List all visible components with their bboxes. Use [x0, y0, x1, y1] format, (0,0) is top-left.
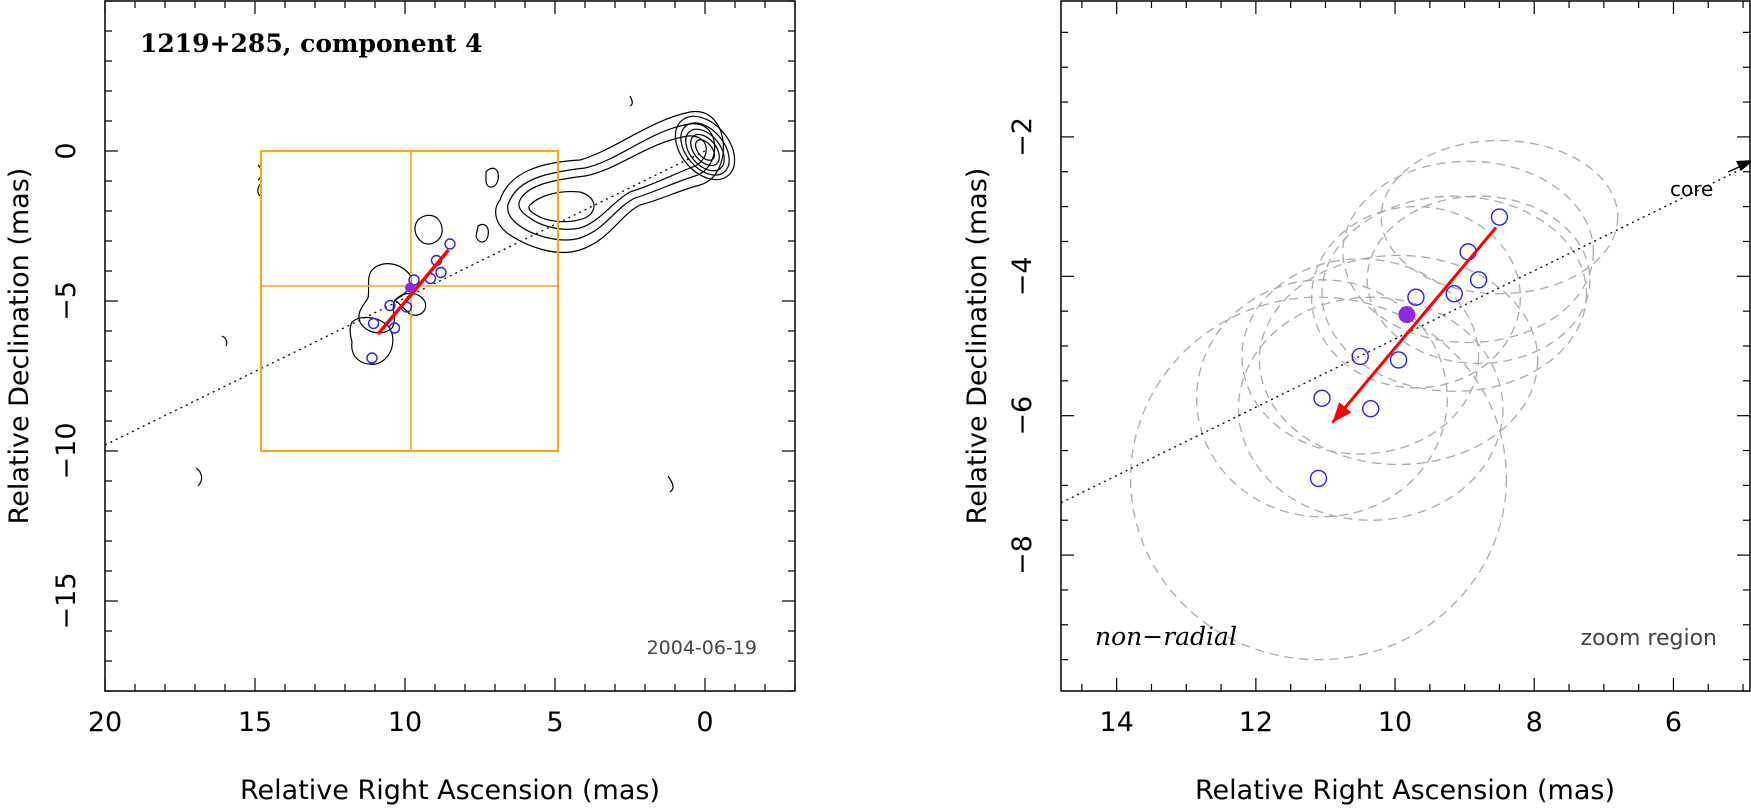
plot-frame	[104, 0, 796, 692]
y-axis-label: Relative Declination (mas)	[4, 168, 35, 525]
x-tick-label: 10	[388, 707, 422, 738]
motion-vector	[1331, 226, 1498, 424]
y-tick-label: −10	[51, 423, 82, 480]
component-point	[1351, 347, 1369, 366]
motion-type-label: non−radial	[1095, 622, 1237, 651]
component-size-ellipse	[1237, 296, 1504, 521]
axis-ticks	[104, 0, 796, 692]
component-point	[388, 322, 401, 334]
y-tick-label: −5	[51, 281, 82, 321]
component-size-ellipse	[1380, 139, 1619, 295]
y-tick-label: −8	[1007, 535, 1038, 575]
ridge-line-segment	[1060, 167, 1744, 504]
y-tick-label: 0	[51, 142, 82, 159]
ridge-line	[1060, 167, 1744, 504]
component-point	[1362, 400, 1380, 418]
component-point	[1309, 469, 1328, 488]
y-tick-label: −15	[51, 573, 82, 630]
y-tick-label: −2	[1007, 117, 1038, 157]
x-tick-label: 5	[546, 707, 563, 738]
component-point	[1445, 285, 1463, 303]
y-tick-label: −6	[1007, 396, 1038, 436]
tick-labels: 20 15 10 5 0 0 −5 −10 −15	[51, 142, 714, 738]
date-label: 2004-06-19	[647, 637, 757, 659]
x-tick-label: 20	[88, 707, 122, 738]
component-size-ellipse	[1321, 195, 1588, 392]
component-point	[384, 299, 396, 312]
component-point	[366, 352, 378, 364]
y-axis-label: Relative Declination (mas)	[962, 168, 993, 525]
x-tick-label: 12	[1239, 707, 1273, 738]
component-point	[1313, 389, 1331, 407]
zoom-region-label: zoom region	[1581, 626, 1717, 651]
x-tick-label: 0	[696, 707, 713, 738]
zoom-box	[259, 149, 560, 453]
chart-title: 1219+285, component 4	[140, 29, 483, 58]
x-axis-label: Relative Right Ascension (mas)	[240, 775, 660, 806]
component-size-ellipse	[1129, 296, 1508, 661]
x-tick-label: 6	[1665, 707, 1682, 738]
mean-position	[1398, 306, 1416, 324]
component-size-ellipse	[1366, 195, 1591, 365]
mean-position	[405, 282, 416, 293]
component-point	[1469, 271, 1488, 289]
component-point	[1490, 208, 1509, 226]
motion-vector-line	[1331, 226, 1498, 424]
motion-vector-line	[376, 248, 450, 336]
x-tick-label: 15	[238, 707, 272, 738]
component-point	[1389, 351, 1408, 369]
core-label: core	[1670, 177, 1713, 201]
component-point	[367, 317, 380, 330]
tick-labels: 14 12 10 8 6 −2 −4 −6 −8	[1007, 117, 1682, 738]
contour-map	[195, 95, 736, 493]
component-point	[444, 238, 456, 250]
mean-position-marker	[1398, 306, 1416, 324]
component-size-ellipses	[1129, 139, 1619, 661]
left-panel: 20 15 10 5 00−5−10−15 1219+285, component 4 …	[4, 0, 796, 806]
axis-ticks	[1061, 1, 1750, 691]
component-point	[1407, 288, 1425, 306]
ridge-line	[104, 150, 706, 446]
component-point	[435, 266, 447, 279]
mean-position-marker	[405, 282, 416, 293]
component-size-ellipse	[1342, 160, 1595, 344]
zoom-box-outline	[259, 149, 560, 453]
ridge-line-segment	[104, 150, 706, 446]
right-panel: 14 12 10 8 6 −2 −4 −6 −8 core non−radial zoom re…	[962, 0, 1751, 806]
component-size-ellipse	[1258, 254, 1539, 466]
component-size-ellipse	[1241, 258, 1480, 455]
x-tick-label: 14	[1099, 707, 1133, 738]
x-tick-label: 8	[1526, 707, 1543, 738]
x-tick-label: 10	[1378, 707, 1412, 738]
x-axis-label: Relative Right Ascension (mas)	[1195, 775, 1615, 806]
component-size-ellipse	[1196, 279, 1448, 518]
motion-vector	[376, 248, 450, 336]
motion-vector-arrowhead	[1332, 402, 1352, 423]
core-arrow-icon	[1727, 160, 1751, 173]
plot-frame	[1060, 0, 1751, 692]
y-tick-label: −4	[1007, 256, 1038, 296]
